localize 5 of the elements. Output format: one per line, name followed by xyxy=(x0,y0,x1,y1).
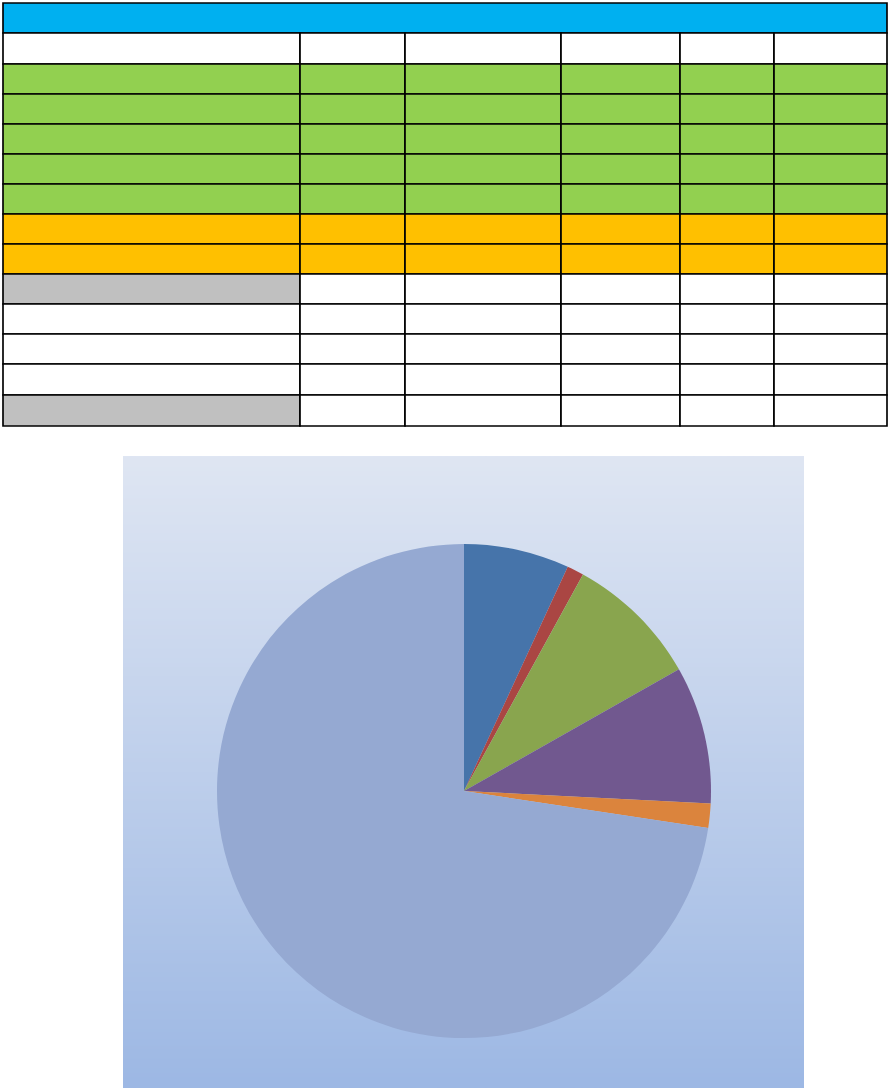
pie-slice xyxy=(464,669,711,804)
pie-slice xyxy=(217,544,709,1038)
pie-slice xyxy=(464,574,679,791)
pie-slice xyxy=(464,544,568,791)
pie-slice xyxy=(464,791,711,829)
